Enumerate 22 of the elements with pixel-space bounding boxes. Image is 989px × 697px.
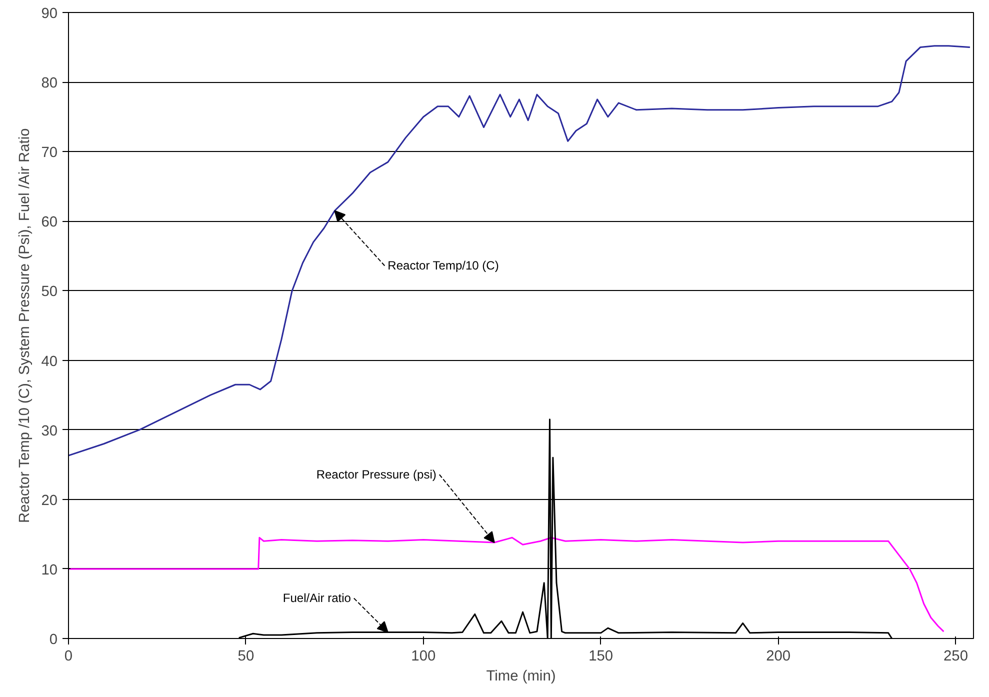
y-axis-title: Reactor Temp /10 (C), System Pressure (Psi), Fuel /Air Ratio (17, 128, 34, 524)
annotation: Reactor Temp/10 (C) (388, 258, 499, 273)
x-axis-title: Time (min) (486, 668, 556, 684)
y-tick-label: 0 (49, 632, 58, 648)
y-tick-label: 10 (41, 562, 58, 578)
y-tick-label: 40 (41, 354, 58, 370)
line-series (68, 45, 971, 456)
x-tick-label: 200 (766, 648, 791, 664)
y-tick-label: 70 (41, 145, 58, 162)
annotation: Reactor Pressure (psi) (316, 468, 436, 482)
y-tick-label: 20 (41, 492, 58, 509)
y-tick-label: 50 (41, 284, 58, 300)
x-tick-label: 50 (238, 648, 254, 664)
y-tick-label: 90 (41, 6, 58, 22)
annotation: Fuel/Air ratio (282, 591, 352, 606)
y-tick-label: 60 (41, 214, 58, 231)
y-tick-label: 30 (41, 423, 58, 440)
x-tick-label: 250 (944, 648, 968, 664)
x-tick-label: 150 (588, 648, 614, 664)
x-tick-label: 0 (64, 648, 73, 664)
y-tick-label: 80 (41, 76, 58, 92)
x-tick-label: 100 (411, 648, 436, 664)
